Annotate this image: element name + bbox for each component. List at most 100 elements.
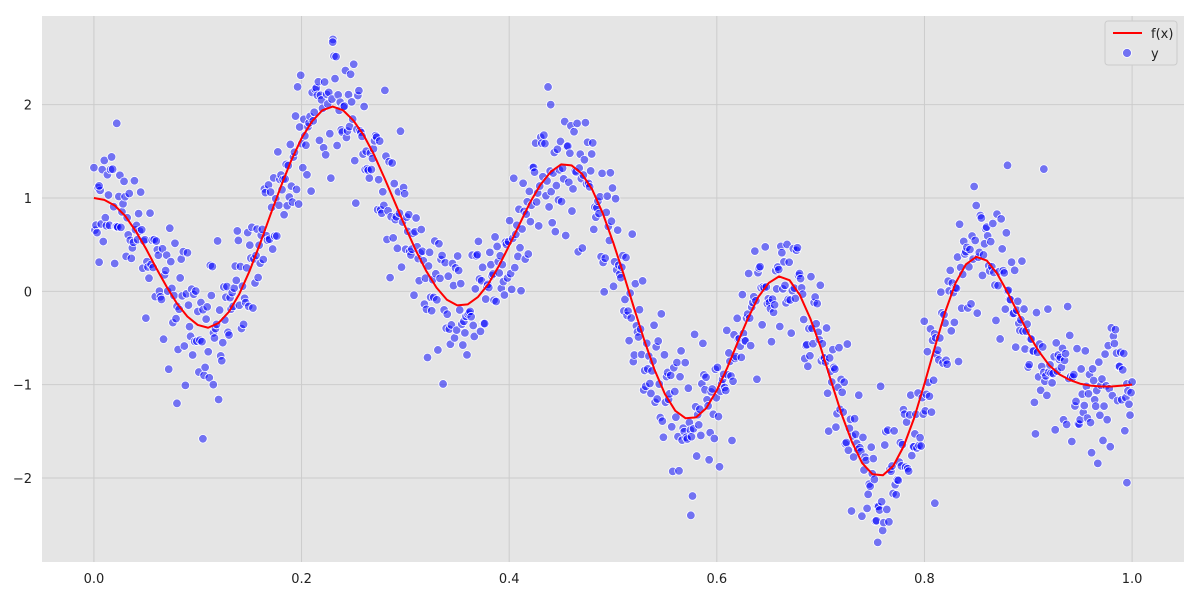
scatter-point [279,210,289,220]
scatter-point [265,187,276,197]
scatter-point [743,268,754,279]
scatter-point [346,97,357,107]
scatter-point [438,379,448,389]
scatter-point [579,155,590,165]
scatter-point [124,188,134,199]
scatter-point [330,73,340,84]
scatter-point [580,117,591,128]
scatter-point [165,223,175,233]
scatter-point [327,37,338,47]
scatter-point [1094,357,1104,367]
scatter-point [977,270,988,281]
scatter-point [587,149,597,159]
scatter-point [652,394,662,404]
scatter-point [217,356,227,366]
scatter-point [183,300,194,310]
scatter-point [182,248,193,258]
scatter-point [694,420,704,430]
scatter-point [89,162,99,173]
scatter-point [1009,265,1020,276]
scatter-point [567,206,577,216]
scatter-point [600,253,610,263]
scatter-point [671,412,681,422]
scatter-point [214,305,225,315]
scatter-point [646,388,656,399]
scatter-point [653,336,663,346]
scatter-point [658,432,669,442]
scatter-point [737,289,748,300]
scatter-point [332,140,342,151]
scatter-point [675,372,685,382]
scatter-point [291,184,302,195]
scatter-point [387,158,397,168]
scatter-point [345,69,356,79]
y-tick-label: −2 [13,472,32,487]
scatter-point [426,306,437,316]
scatter-point [686,432,697,442]
scatter-point [1072,343,1082,354]
scatter-point [1062,301,1073,312]
y-tick-label: 1 [24,192,32,207]
scatter-point [620,294,630,305]
scatter-point [942,359,952,369]
scatter-point [1083,389,1094,399]
scatter-point [561,230,571,241]
scatter-point [354,85,364,96]
scatter-point [714,462,725,472]
scatter-point [889,426,899,436]
x-tick-label: 0.2 [291,572,312,587]
scatter-point [884,517,894,527]
scatter-point [1105,442,1115,452]
scatter-point [970,235,980,246]
scatter-point [996,214,1006,224]
scatter-point [208,379,219,390]
scatter-point [577,243,588,253]
scatter-point [171,313,181,324]
scatter-point [812,298,822,309]
scatter-point [1019,304,1029,314]
scatter-point [424,247,435,258]
scatter-point [1079,400,1089,411]
scatter-point [499,290,510,300]
scatter-point [621,252,631,263]
scatter-point [456,278,466,289]
scatter-point [916,441,926,451]
scatter-point [875,381,886,392]
scatter-point [534,221,544,231]
scatter-point [395,126,406,136]
scatter-point [453,265,464,276]
scatter-point [378,187,388,197]
scatter-point [525,216,536,227]
scatter-point [1038,342,1048,352]
scatter-point [1109,338,1120,349]
scatter-point [172,398,182,409]
scatter-point [1017,256,1027,266]
scatter-point [133,208,144,219]
y-tick-label: −1 [13,379,32,394]
scatter-point [1067,436,1077,447]
scatter-point [786,328,796,338]
scatter-point [451,325,462,335]
scatter-point [374,136,385,146]
scatter-point [119,176,129,187]
scatter-point [696,430,706,441]
scatter-point [766,336,777,347]
scatter-point [746,340,756,351]
scatter-point [624,335,634,346]
scatter-point [204,373,214,383]
scatter-point [107,164,118,174]
scatter-point [806,271,816,282]
scatter-point [144,273,154,283]
scatter-point [373,174,384,185]
scatter-point [116,222,126,233]
scatter-point [627,229,637,239]
scatter-point [877,525,888,536]
scatter-point [986,236,996,247]
scatter-point [433,345,443,355]
scatter-point [518,178,528,188]
scatter-point [258,254,269,265]
scatter-point [865,481,875,491]
scatter-point [803,361,813,372]
scatter-point [452,251,463,261]
scatter-point [1102,414,1112,425]
